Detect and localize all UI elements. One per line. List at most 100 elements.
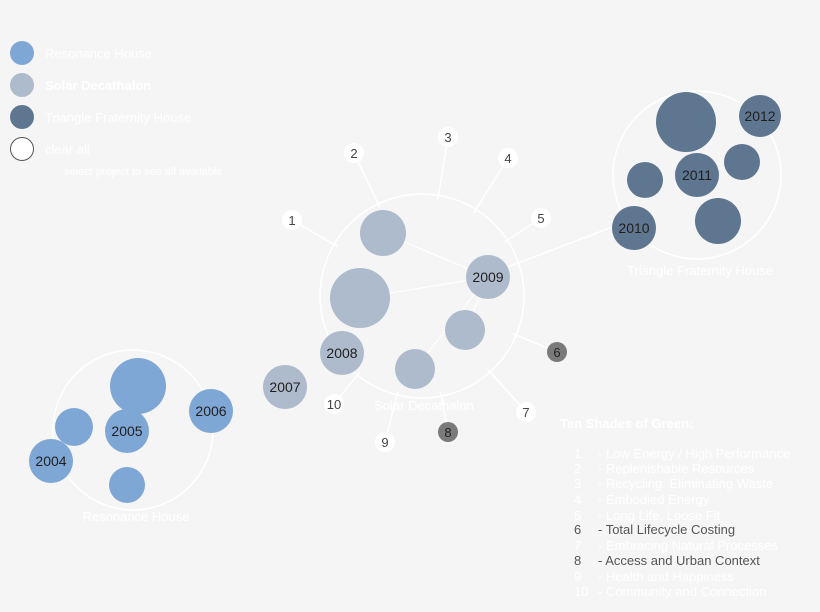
year-label: 2010 (618, 220, 649, 236)
year-bubble[interactable] (612, 206, 656, 250)
year-label: 2006 (195, 403, 226, 419)
shade-node-4[interactable]: 4 (498, 148, 518, 168)
shade-node-2[interactable]: 2 (344, 143, 364, 163)
shade-number: 1 (574, 446, 582, 461)
legend-item-resonance-house[interactable]: Resonance House (10, 40, 152, 66)
shade-text: - Embracing Natural Processes (598, 538, 778, 553)
shade-node-7[interactable]: 7 (516, 402, 536, 422)
shade-node-label: 4 (504, 151, 511, 166)
legend-item-clear-all[interactable]: clear all (10, 136, 90, 162)
shade-text: - Embodied Energy (598, 492, 710, 507)
cluster-label: Solar Decathalon (374, 398, 474, 413)
ten-shades-panel: Ten Shades of Green: 1 - Low Energy / Hig… (560, 416, 820, 612)
resonance-house-circle-icon (10, 41, 34, 65)
year-node-2012[interactable]: 2012 (739, 95, 781, 137)
shade-node-circle[interactable] (282, 210, 302, 230)
year-label: 2009 (472, 269, 503, 285)
cluster-ring (319, 193, 525, 399)
shade-node-8[interactable]: 8 (438, 422, 458, 442)
shade-item-3[interactable]: 3 - Recycling: Eliminating Waste (560, 476, 820, 492)
shade-node-6[interactable]: 6 (547, 342, 567, 362)
shade-item-7[interactable]: 7 - Embracing Natural Processes (560, 538, 820, 554)
year-bubble[interactable] (105, 409, 149, 453)
empty-circle-icon (10, 137, 34, 161)
legend-label: Triangle Fraternity House (45, 109, 192, 125)
shade-node-label: 2 (350, 146, 357, 161)
shade-node-circle[interactable] (531, 208, 551, 228)
year-node-2008[interactable]: 2008 (320, 331, 364, 375)
legend-label: Resonance House (45, 45, 152, 61)
year-nodes-layer: 2004 2005 2006 2007 2008 2009 2010 2011 2012 (29, 95, 781, 483)
shade-node-label: 3 (444, 130, 451, 145)
shade-item-4[interactable]: 4 - Embodied Energy (560, 492, 820, 508)
shade-item-10[interactable]: 10 - Community and Connection (560, 584, 820, 600)
shade-number: 7 (574, 538, 582, 553)
year-bubble[interactable] (466, 255, 510, 299)
project-bubble[interactable] (55, 408, 93, 446)
shade-text: - Long Life, Loose Fit (598, 508, 721, 523)
shade-node-label: 7 (522, 405, 529, 420)
project-bubble[interactable] (395, 349, 435, 389)
shade-node-label: 8 (444, 425, 451, 440)
year-label: 2011 (682, 167, 712, 183)
cluster-link-line (504, 225, 616, 269)
shade-node-9[interactable]: 9 (375, 432, 395, 452)
shade-node-label: 5 (537, 211, 544, 226)
shade-item-6[interactable]: 6 - Total Lifecycle Costing (560, 522, 820, 538)
year-node-2004[interactable]: 2004 (29, 439, 73, 483)
shade-number: 8 (574, 553, 582, 568)
shades-title: Ten Shades of Green: (560, 416, 694, 431)
shade-number: 10 (574, 584, 589, 599)
year-bubble[interactable] (739, 95, 781, 137)
legend-item-triangle-fraternity-house[interactable]: Triangle Fraternity House (10, 104, 191, 130)
shade-item-8[interactable]: 8 - Access and Urban Context (560, 553, 820, 569)
project-bubble[interactable] (110, 358, 166, 414)
shade-text: - Low Energy / High Performance (598, 446, 791, 461)
shade-item-2[interactable]: 2 - Replenishable Resources (560, 461, 820, 477)
shade-node-label: 6 (553, 345, 560, 360)
shade-node-circle[interactable] (438, 422, 458, 442)
year-bubble[interactable] (320, 331, 364, 375)
project-bubble[interactable] (360, 210, 406, 256)
year-node-2009[interactable]: 2009 (466, 255, 510, 299)
project-bubble[interactable] (330, 268, 390, 328)
legend-item-solar-decathalon[interactable]: Solar Decathalon (10, 72, 151, 98)
year-label: 2005 (111, 423, 142, 439)
shade-item-9[interactable]: 9 - Health and Happiness (560, 569, 820, 585)
shade-node-circle[interactable] (324, 394, 344, 414)
project-bubble[interactable] (695, 198, 741, 244)
shade-node-1[interactable]: 1 (282, 210, 302, 230)
project-bubble[interactable] (724, 144, 760, 180)
shade-node-circle[interactable] (375, 432, 395, 452)
shade-text: - Replenishable Resources (598, 461, 755, 476)
cluster-label: Resonance House (83, 509, 190, 524)
shade-node-circle[interactable] (438, 127, 458, 147)
project-bubble[interactable] (109, 467, 145, 503)
shade-node-circle[interactable] (516, 402, 536, 422)
year-bubble[interactable] (263, 365, 307, 409)
year-node-2010[interactable]: 2010 (612, 206, 656, 250)
year-bubble[interactable] (675, 153, 719, 197)
shade-node-3[interactable]: 3 (438, 127, 458, 147)
year-node-2007[interactable]: 2007 (263, 365, 307, 409)
year-node-2011[interactable]: 2011 (675, 153, 719, 197)
shade-node-10[interactable]: 10 (324, 394, 344, 414)
year-bubble[interactable] (189, 389, 233, 433)
cluster-labels-layer: Resonance House Solar Decathalon Triangle … (83, 263, 774, 524)
project-bubble[interactable] (656, 92, 716, 152)
shade-node-circle[interactable] (498, 148, 518, 168)
project-bubble[interactable] (445, 310, 485, 350)
shade-item-1[interactable]: 1 - Low Energy / High Performance (560, 446, 820, 462)
shade-item-5[interactable]: 5 - Long Life, Loose Fit (560, 508, 820, 524)
year-node-2005[interactable]: 2005 (105, 409, 149, 453)
shade-node-5[interactable]: 5 (531, 208, 551, 228)
project-bubble[interactable] (627, 162, 663, 198)
year-label: 2004 (35, 453, 66, 469)
shade-node-circle[interactable] (547, 342, 567, 362)
year-bubble[interactable] (29, 439, 73, 483)
shade-number: 2 (574, 461, 582, 476)
shade-text: - Access and Urban Context (598, 553, 760, 568)
shade-node-circle[interactable] (344, 143, 364, 163)
year-node-2006[interactable]: 2006 (189, 389, 233, 433)
